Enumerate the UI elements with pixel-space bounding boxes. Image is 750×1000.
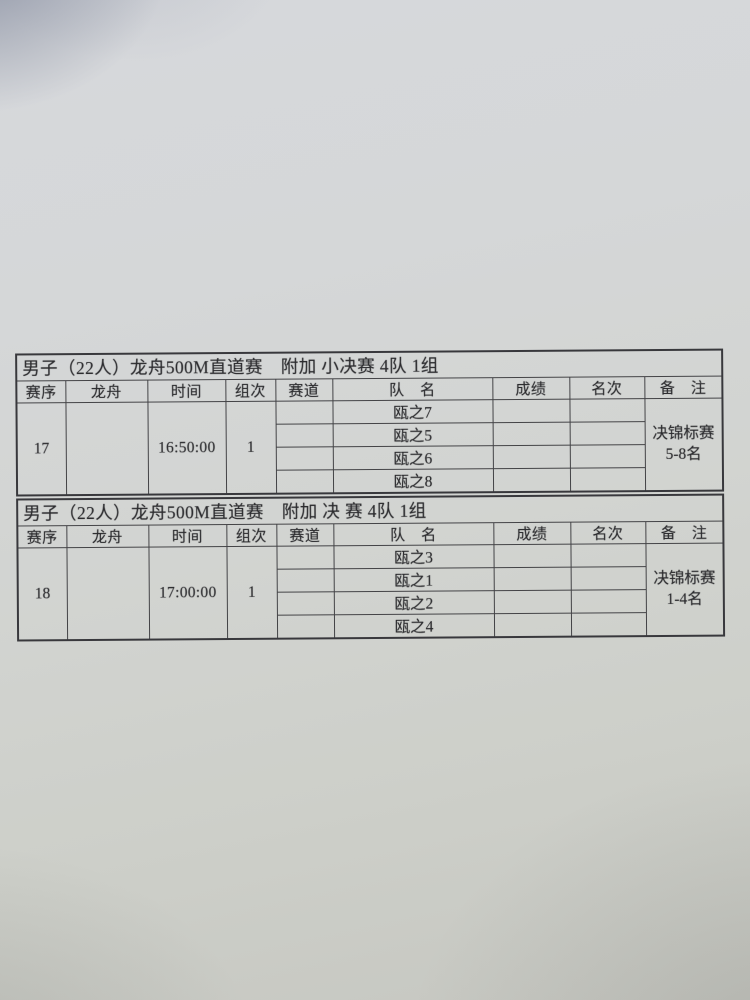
rank-cell (569, 444, 645, 469)
col-header-heat: 组次 (226, 524, 277, 547)
col-header-time: 时间 (148, 524, 227, 548)
lane-cell (276, 568, 334, 593)
race-no-cell: 17 (16, 402, 67, 496)
rank-cell (570, 566, 646, 591)
result-cell (492, 422, 570, 446)
boat-cell (65, 402, 149, 496)
lane-cell (275, 423, 333, 448)
team-cell: 瓯之1 (333, 567, 494, 592)
team-cell: 瓯之4 (333, 613, 495, 639)
team-cell: 瓯之7 (332, 399, 493, 424)
race-table-small-final: 男子（22人）龙舟500M直道赛 附加 小决赛 4队 1组 赛序 龙舟 时间 组… (15, 348, 725, 497)
rank-cell (569, 421, 645, 446)
lane-cell (276, 614, 335, 639)
time-cell: 17:00:00 (148, 546, 228, 640)
col-header-remark: 备 注 (645, 521, 724, 544)
col-header-race-no: 赛序 (16, 380, 66, 404)
col-header-lane: 赛道 (276, 523, 334, 547)
remark-cell: 决锦标赛 1-4名 (645, 543, 725, 637)
team-cell: 瓯之3 (333, 544, 494, 569)
remark-line-1: 决锦标赛 (653, 569, 716, 587)
col-header-rank: 名次 (569, 376, 645, 400)
race-no-cell: 18 (17, 547, 68, 641)
remark-line-1: 决锦标赛 (652, 424, 715, 442)
result-cell (492, 399, 570, 423)
col-header-result: 成绩 (492, 377, 570, 400)
team-cell: 瓯之8 (332, 468, 494, 494)
col-header-time: 时间 (147, 379, 226, 403)
col-header-heat: 组次 (225, 379, 276, 402)
remark-line-2: 5-8名 (665, 445, 702, 463)
rank-cell (570, 543, 646, 568)
lane-cell (275, 446, 333, 471)
team-cell: 瓯之5 (332, 422, 493, 447)
rank-cell (570, 589, 646, 614)
col-header-result: 成绩 (493, 522, 571, 545)
col-header-team: 队 名 (332, 377, 493, 401)
remark-line-2: 1-4名 (666, 590, 703, 608)
result-cell (493, 567, 571, 591)
result-cell (493, 613, 572, 638)
remark-cell: 决锦标赛 5-8名 (644, 398, 724, 492)
result-cell (493, 544, 571, 568)
col-header-team: 队 名 (333, 522, 494, 546)
lane-cell (276, 591, 334, 616)
rank-cell (569, 467, 646, 492)
col-header-boat: 龙舟 (65, 380, 148, 403)
col-header-remark: 备 注 (644, 376, 723, 399)
col-header-race-no: 赛序 (17, 525, 67, 548)
lane-cell (276, 545, 334, 570)
lane-cell (275, 469, 334, 494)
result-cell (492, 445, 570, 469)
rank-cell (570, 612, 647, 637)
heat-cell: 1 (225, 401, 277, 495)
team-cell: 瓯之6 (332, 445, 493, 470)
col-header-rank: 名次 (570, 521, 646, 545)
col-header-boat: 龙舟 (66, 525, 149, 548)
boat-cell (66, 547, 150, 641)
time-cell: 16:50:00 (147, 401, 227, 495)
result-cell (492, 468, 571, 493)
team-cell: 瓯之2 (333, 590, 494, 615)
result-cell (493, 590, 571, 614)
col-header-lane: 赛道 (275, 378, 333, 402)
lane-cell (275, 400, 333, 425)
race-table-final: 男子（22人）龙舟500M直道赛 附加 决 赛 4队 1组 赛序 龙舟 时间 组… (16, 493, 726, 642)
heat-cell: 1 (226, 546, 278, 640)
rank-cell (569, 398, 645, 423)
